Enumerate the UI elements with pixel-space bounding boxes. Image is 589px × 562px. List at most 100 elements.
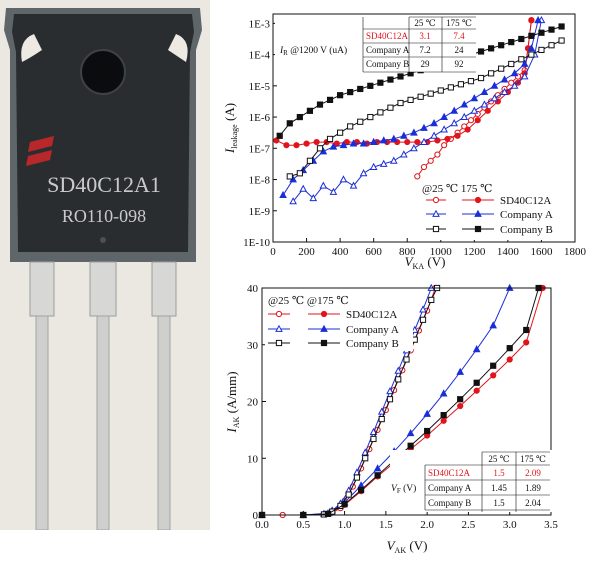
forward-data-point [410, 325, 419, 333]
forward-data-point [490, 372, 497, 379]
leakage-data-point [484, 107, 491, 114]
forward-data-point [362, 455, 369, 462]
leakage-y-tick-label: 1E-9 [249, 206, 271, 218]
leakage-data-point [470, 106, 479, 114]
leakage-data-point [500, 75, 509, 83]
forward-xlabel-sub: AK [395, 546, 407, 555]
legend-marker [474, 209, 482, 217]
forward-data-point [377, 407, 386, 415]
leakage-data-point [357, 85, 364, 93]
leakage-data-point [500, 87, 509, 95]
leakage-data-point [316, 145, 324, 152]
forward-data-point [353, 474, 361, 481]
leakage-chart-svg: 0 200 400 600 800 1000 1200 1400 1600 1800 1E-10 1E… [222, 13, 587, 271]
forward-x-tick-label: 2.5 [462, 519, 476, 531]
forward-data-point [457, 396, 464, 403]
forward-table-col-175: 175 ℃ [520, 454, 546, 464]
forward-data-point [428, 296, 435, 304]
forward-tick-layer: 0.0 0.5 1.0 1.5 2.0 2.5 3.0 3.5 0 10 20 30 40 [247, 283, 558, 531]
leakage-table-label-sub: R [283, 49, 288, 57]
leakage-data-point [400, 131, 408, 139]
forward-data-point [403, 356, 410, 363]
forward-xlabel-unit: (V) [406, 538, 427, 553]
leakage-data-point [520, 59, 529, 67]
forward-data-point [406, 429, 415, 437]
leakage-data-point [296, 113, 303, 121]
leakage-data-point [339, 175, 348, 183]
leakage-legend: @25 ℃ 175 ℃ SD40C12A Company A Company B [421, 178, 573, 240]
leakage-data-point [400, 150, 408, 158]
forward-x-tick-label: 3.5 [544, 519, 558, 531]
forward-legend: @25 ℃ @175 ℃ SD40C12A Company A Company … [265, 291, 413, 351]
leakage-table-col-25: 25 ℃ [414, 18, 435, 28]
forward-x-tick-label: 1.5 [379, 519, 393, 531]
forward-data-point [341, 501, 348, 508]
leakage-data-point [480, 100, 489, 108]
leakage-data-point [528, 32, 535, 39]
leakage-data-point [359, 139, 368, 147]
leakage-legend-header: @25 ℃ 175 ℃ [422, 183, 493, 195]
leakage-data-point [417, 93, 424, 100]
forward-inset-table: 25 ℃ 175 ℃ VF (V) SD40C12A 1.5 2.09 Comp… [390, 450, 552, 512]
leakage-data-point [286, 173, 293, 180]
leakage-inset-table: 25 ℃ 175 ℃ IR @1200 V (uA) SD40C12A 3.1 … [275, 16, 476, 73]
leakage-data-point [316, 101, 324, 108]
leakage-data-point [440, 125, 448, 133]
forward-y-tick-label: 10 [247, 453, 259, 465]
leakage-data-point [460, 112, 469, 120]
leakage-data-point [326, 96, 334, 103]
leakage-table-label: IR @1200 V (uA) [279, 45, 347, 57]
forward-data-point [523, 339, 530, 346]
legend-marker [275, 310, 283, 318]
forward-table-col-25: 25 ℃ [488, 454, 509, 464]
leakage-y-tick-label: 1E-7 [249, 143, 271, 155]
leakage-table-row-v175: 24 [455, 45, 465, 55]
leakage-ylabel-unit: (A) [222, 103, 237, 124]
leakage-x-tick-label: 400 [332, 246, 349, 258]
forward-data-point [373, 464, 382, 472]
forward-x-tick-label: 0.5 [296, 519, 310, 531]
legend-marker [474, 225, 482, 233]
leakage-x-tick-label: 1800 [564, 246, 587, 258]
forward-table-row-v175: 1.89 [525, 483, 541, 493]
leakage-table-row-name: SD40C12A [366, 31, 409, 41]
leakage-data-point [490, 94, 499, 102]
lead-middle [89, 261, 117, 531]
device-photo: SD40C12A1 RO110-098 [0, 0, 210, 531]
leakage-xlabel-unit: (V) [424, 254, 445, 269]
forward-data-point [423, 409, 431, 417]
leakage-data-point [474, 117, 481, 124]
leakage-data-point [369, 162, 378, 170]
forward-data-point [457, 402, 464, 410]
forward-iv-chart: 0.0 0.5 1.0 1.5 2.0 2.5 3.0 3.5 0 10 20 30 40 IAK (A… [210, 278, 589, 557]
leakage-data-point [397, 99, 404, 107]
leakage-chart: 0 200 400 600 800 1000 1200 1400 1600 1800 1E-10 1E… [210, 0, 589, 271]
leakage-data-point [359, 169, 368, 177]
forward-table-row-name: Company A [428, 483, 472, 493]
leakage-data-point [337, 129, 344, 136]
forward-table-row-v175: 2.09 [525, 468, 541, 478]
leakage-data-point [510, 69, 519, 77]
forward-data-point [439, 389, 448, 397]
leakage-y-tick-label: 1E-4 [249, 50, 271, 62]
leakage-data-point [387, 76, 394, 83]
leakage-ylabel: Ileakage (A) [222, 103, 239, 154]
legend-marker [432, 209, 440, 217]
forward-legend-header: @25 ℃ @175 ℃ [268, 295, 349, 307]
leakage-data-point [430, 119, 438, 127]
leakage-data-point [450, 106, 459, 114]
leakage-table-label-main: I [279, 46, 284, 56]
forward-x-tick-label: 2.0 [420, 519, 434, 531]
forward-legend-markers [268, 310, 340, 347]
leakage-table-row-v25: 29 [421, 59, 431, 69]
leakage-data-point [440, 112, 448, 120]
leakage-data-point [464, 126, 471, 133]
forward-data-point [424, 427, 431, 435]
leakage-data-point [347, 123, 354, 130]
leakage-data-point [430, 131, 438, 139]
leakage-data-point [379, 136, 388, 144]
forward-data-point [523, 326, 530, 334]
forward-data-point [440, 417, 447, 424]
forward-table-row-v25: 1.5 [493, 468, 505, 478]
leakage-x-tick-label: 600 [365, 246, 382, 258]
